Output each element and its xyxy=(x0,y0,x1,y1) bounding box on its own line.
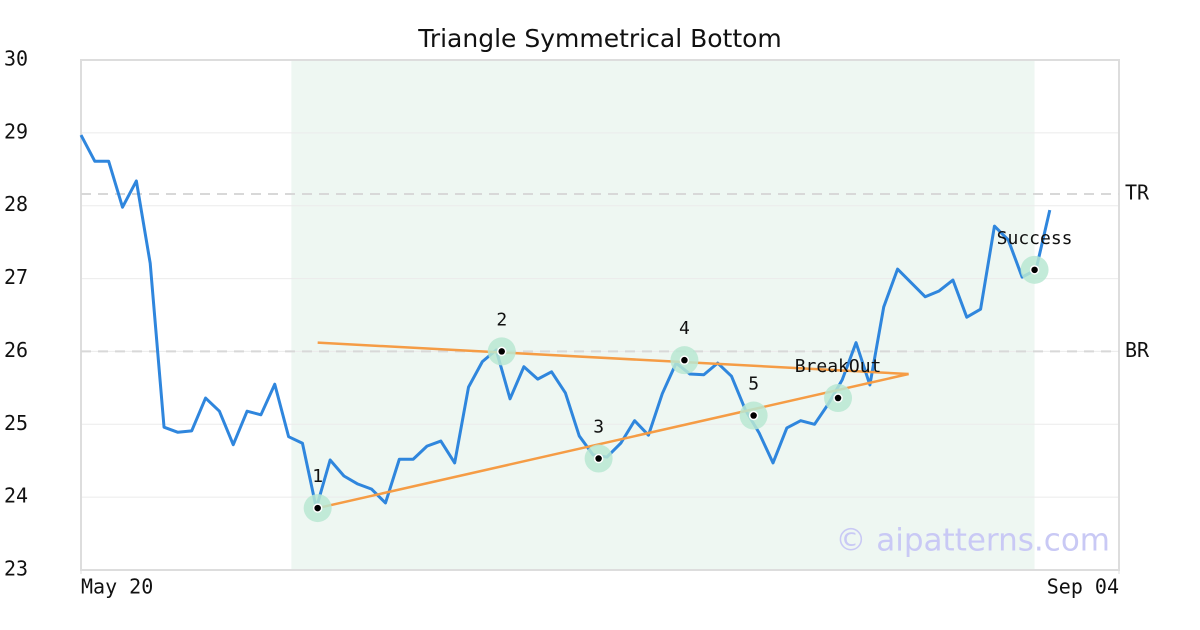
pivot-dot xyxy=(496,346,507,357)
pivot-dot xyxy=(679,355,690,365)
pivot-label: 5 xyxy=(748,374,759,395)
trend-line xyxy=(317,341,909,376)
y-tick-label: 23 xyxy=(4,557,28,581)
y-tick-label: 24 xyxy=(4,484,28,508)
y-tick-label: 29 xyxy=(4,119,28,143)
pivot-dot xyxy=(593,453,604,464)
pivot-label: 2 xyxy=(496,309,507,330)
y-tick-label: 27 xyxy=(4,265,28,289)
pivot-dot xyxy=(1029,265,1040,275)
price-line xyxy=(79,134,1052,510)
plot-frame xyxy=(80,59,1120,571)
y-tick-label: 28 xyxy=(4,192,28,216)
pivot-label: 4 xyxy=(679,318,690,339)
pivot-dot xyxy=(833,393,843,403)
watermark: © aipatterns.com xyxy=(835,523,1110,559)
pattern-region xyxy=(291,60,1035,570)
pivot-label: BreakOut xyxy=(795,356,882,377)
trend-line xyxy=(317,372,909,510)
pivot-label: Success xyxy=(997,228,1073,249)
pivot-label: 1 xyxy=(312,466,323,487)
level-label: TR xyxy=(1125,181,1150,205)
chart-title: Triangle Symmetrical Bottom xyxy=(417,24,782,53)
y-tick-label: 30 xyxy=(4,47,28,71)
x-tick-label: Sep 04 xyxy=(1047,575,1119,599)
x-tick-label: May 20 xyxy=(81,575,153,599)
pivot-dot xyxy=(748,410,759,421)
y-tick-label: 26 xyxy=(4,338,28,362)
level-label: BR xyxy=(1125,338,1150,362)
y-tick-label: 25 xyxy=(4,411,28,435)
pivot-dot xyxy=(312,503,323,513)
pivot-label: 3 xyxy=(593,417,604,438)
